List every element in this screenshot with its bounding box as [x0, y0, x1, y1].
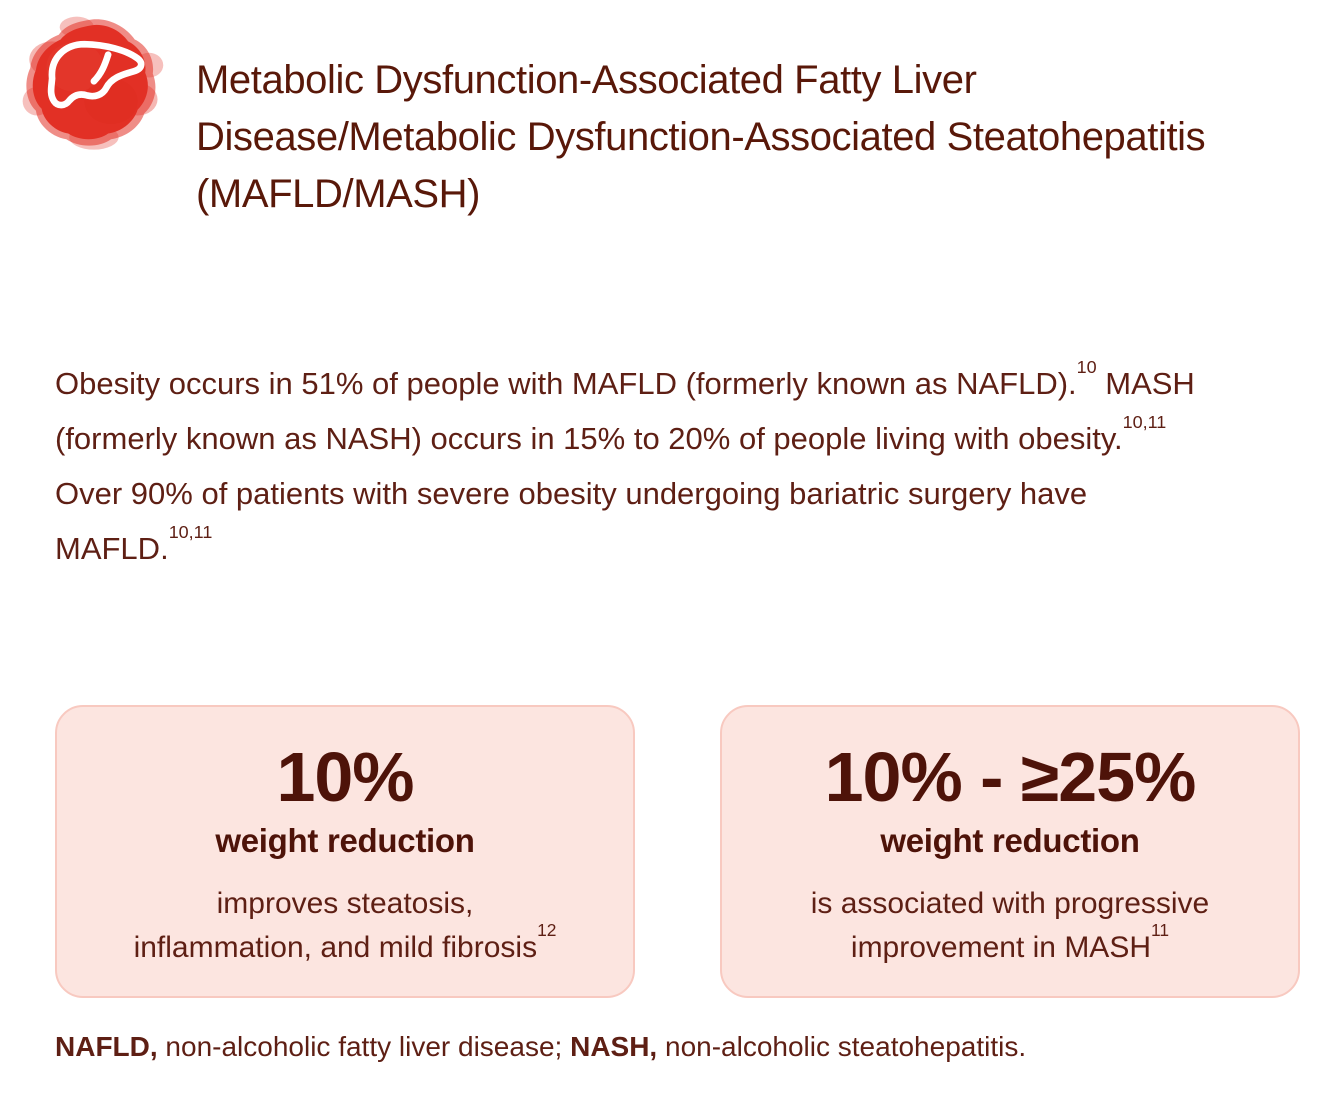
stat-card-10-percent: 10% weight reduction improves steatosis,…	[55, 705, 635, 998]
stat-description: is associated with progressive improveme…	[811, 882, 1210, 970]
footnote-term: NASH,	[570, 1031, 658, 1062]
footnote-text: non-alcoholic fatty liver disease;	[157, 1031, 571, 1062]
footnote-text: non-alcoholic steatohepatitis.	[657, 1031, 1027, 1062]
liver-outline	[47, 40, 145, 109]
stat-label: weight reduction	[215, 821, 475, 859]
intro-text-segment: Over 90% of patients with severe obesity…	[55, 476, 1088, 566]
reference-superscript: 10,11	[1122, 411, 1167, 432]
stat-description-line: improvement in MASH11	[850, 919, 1170, 964]
liver-icon-svg	[22, 16, 164, 150]
stat-cards-row: 10% weight reduction improves steatosis,…	[55, 705, 1300, 998]
reference-superscript: 10,11	[168, 521, 213, 542]
intro-text-segment: Obesity occurs in 51% of people with MAF…	[55, 366, 1077, 401]
liver-icon	[16, 10, 168, 162]
intro-text-segment: MASH (formerly known as NASH) occurs in …	[55, 366, 1195, 456]
reference-superscript: 11	[1151, 919, 1170, 940]
intro-paragraph: Obesity occurs in 51% of people with MAF…	[55, 356, 1240, 576]
stat-value: 10%	[276, 737, 414, 816]
abbreviations-footnote: NAFLD, non-alcoholic fatty liver disease…	[55, 1030, 1026, 1064]
footnote-term: NAFLD,	[55, 1031, 158, 1062]
stat-description-line: improves steatosis,	[216, 886, 474, 920]
stat-description: improves steatosis, inflammation, and mi…	[134, 882, 557, 970]
reference-superscript: 12	[537, 919, 557, 940]
stat-description-line: inflammation, and mild fibrosis12	[133, 919, 557, 964]
stat-card-10-to-25-percent: 10% - ≥25% weight reduction is associate…	[720, 705, 1300, 998]
reference-superscript: 10	[1076, 356, 1097, 377]
stat-description-line: is associated with progressive	[810, 886, 1210, 920]
page-title: Metabolic Dysfunction-Associated Fatty L…	[196, 58, 1206, 216]
stat-label: weight reduction	[880, 821, 1140, 859]
stat-value: 10% - ≥25%	[824, 737, 1197, 816]
